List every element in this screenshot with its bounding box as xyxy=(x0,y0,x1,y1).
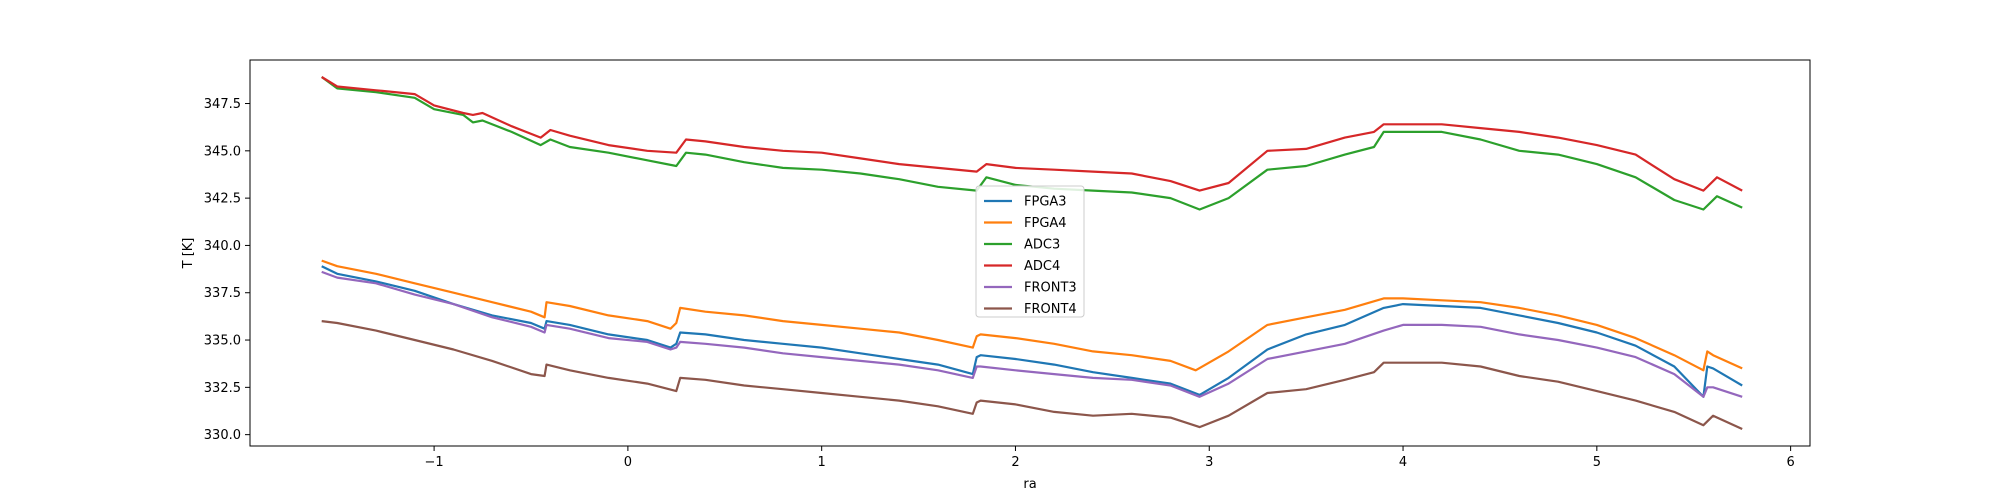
y-tick-label: 330.0 xyxy=(204,428,241,443)
y-axis-ticks: 330.0 332.5 335.0 337.5 340.0 342.5 345.0 347.5 xyxy=(204,97,250,443)
y-tick-label: 347.5 xyxy=(204,97,241,112)
y-tick-label: 335.0 xyxy=(204,334,241,349)
x-tick-label: −1 xyxy=(425,455,444,470)
x-tick-label: 4 xyxy=(1399,455,1407,470)
series-line-adc4 xyxy=(321,76,1743,192)
y-tick-label: 342.5 xyxy=(204,192,241,207)
x-tick-label: 3 xyxy=(1205,455,1213,470)
x-tick-label: 1 xyxy=(818,455,826,470)
y-tick-label: 337.5 xyxy=(204,286,241,301)
y-tick-label: 332.5 xyxy=(204,381,241,396)
x-axis-ticks: −1 0 1 2 3 4 5 6 xyxy=(425,446,1795,470)
legend-label: FPGA4 xyxy=(1024,216,1067,231)
series-line-adc3 xyxy=(321,76,1743,211)
series-line-front4 xyxy=(321,320,1743,431)
legend-box xyxy=(975,185,1085,318)
legend-label: ADC4 xyxy=(1024,259,1060,274)
legend: FPGA3 FPGA4 ADC3 ADC4 FRONT3 FRONT4 xyxy=(975,185,1085,318)
x-axis-label: ra xyxy=(1023,477,1036,492)
x-tick-label: 5 xyxy=(1593,455,1601,470)
legend-label: FPGA3 xyxy=(1024,195,1067,210)
plot-frame xyxy=(249,59,1811,447)
x-tick-label: 2 xyxy=(1011,455,1019,470)
y-tick-label: 345.0 xyxy=(204,144,241,159)
legend-label: ADC3 xyxy=(1024,238,1060,253)
series-line-front3 xyxy=(321,270,1743,398)
legend-label: FRONT4 xyxy=(1024,302,1077,317)
legend-label: FRONT3 xyxy=(1024,281,1077,296)
y-axis-label: T [K] xyxy=(181,238,196,270)
series-line-fpga3 xyxy=(321,265,1743,398)
y-tick-label: 340.0 xyxy=(204,239,241,254)
plot-lines xyxy=(321,76,1743,431)
series-line-fpga4 xyxy=(321,259,1743,372)
x-tick-label: 0 xyxy=(624,455,632,470)
x-tick-label: 6 xyxy=(1786,455,1794,470)
